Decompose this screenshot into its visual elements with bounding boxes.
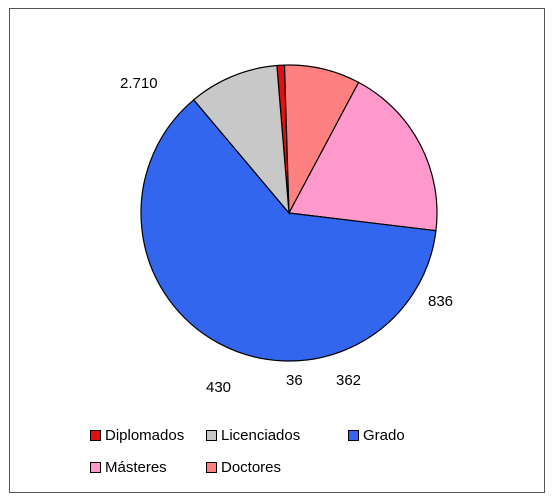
legend: Diplomados Licenciados Grado Másteres Do… <box>90 425 490 489</box>
data-label-diplomados: 36 <box>286 372 303 389</box>
pie-slice-grado <box>140 98 437 362</box>
legend-swatch-licenciados <box>206 429 217 441</box>
legend-row-1: Diplomados Licenciados Grado <box>90 425 490 445</box>
data-label-grado: 2.710 <box>120 75 158 92</box>
legend-label-doctores: Doctores <box>221 458 282 476</box>
data-label-doctores: 362 <box>336 372 361 389</box>
legend-label-licenciados: Licenciados <box>221 426 301 444</box>
legend-label-masteres: Másteres <box>105 458 167 476</box>
legend-item-licenciados: Licenciados <box>206 427 348 444</box>
legend-label-diplomados: Diplomados <box>105 426 185 444</box>
legend-item-masteres: Másteres <box>90 459 206 476</box>
pie-chart: 36 362 836 2.710 430 <box>120 64 453 396</box>
legend-swatch-diplomados <box>90 429 101 441</box>
legend-item-grado: Grado <box>348 427 405 444</box>
legend-item-doctores: Doctores <box>206 459 281 476</box>
legend-label-grado: Grado <box>363 426 405 444</box>
legend-swatch-masteres <box>90 461 101 473</box>
chart-frame: 36 362 836 2.710 430 Diplomados Licenciados … <box>9 8 545 493</box>
legend-row-2: Másteres Doctores <box>90 457 490 477</box>
legend-item-diplomados: Diplomados <box>90 427 206 444</box>
legend-swatch-doctores <box>206 461 217 473</box>
pie-slice-licenciados <box>192 64 290 215</box>
legend-swatch-grado <box>348 429 359 441</box>
data-label-licenciados: 430 <box>206 379 231 396</box>
pie-slice-masteres <box>288 81 438 232</box>
data-label-masteres: 836 <box>428 293 453 310</box>
